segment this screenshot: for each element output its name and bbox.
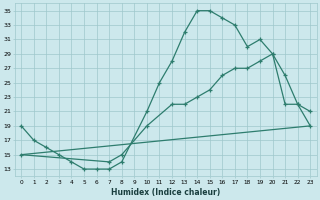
X-axis label: Humidex (Indice chaleur): Humidex (Indice chaleur) <box>111 188 220 197</box>
